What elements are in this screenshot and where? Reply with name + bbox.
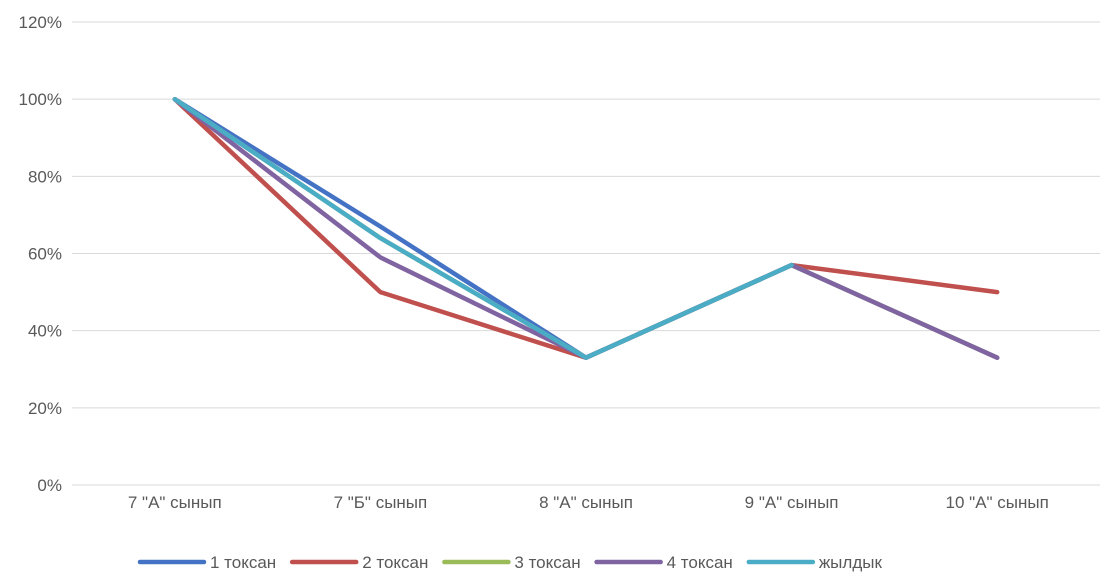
x-tick-label: 7 "Б" сынып [334,493,428,512]
x-axis-tick-labels: 7 "А" сынып 7 "Б" сынып 8 "А" сынып 9 "А" с… [128,493,1049,512]
series-line-2 [172,96,1000,360]
y-tick-label: 120% [19,13,62,32]
y-tick-label: 60% [28,245,62,264]
series-line-1 [172,96,1000,360]
legend-item: 2 токсан [289,553,428,572]
gridlines [72,21,1100,486]
y-tick-label: 40% [28,322,62,341]
series-lines [172,96,1000,360]
y-tick-label: 80% [28,167,62,186]
y-tick-label: 0% [37,476,62,495]
x-tick-label: 7 "А" сынып [128,493,222,512]
legend-item: 3 токсан [442,553,581,572]
x-tick-label: 8 "А" сынып [539,493,633,512]
legend-item: 1 токсан [137,553,276,572]
legend: 1 токсан 2 токсан 3 токсан 4 токсан жылдык [137,553,883,572]
legend-label: 2 токсан [362,553,428,572]
legend-item: жылдык [746,553,883,572]
x-tick-label: 10 "А" сынып [946,493,1049,512]
y-tick-label: 100% [19,90,62,109]
legend-label: 1 токсан [210,553,276,572]
series-line-5 [172,96,794,360]
legend-item: 4 токсан [594,553,733,572]
legend-label: 3 токсан [514,553,580,572]
y-axis-tick-labels: 0% 20% 40% 60% 80% 100% 120% [19,13,62,495]
y-tick-label: 20% [28,399,62,418]
series-line-4 [172,96,1000,360]
series-line-3 [172,96,1000,360]
legend-label: 4 токсан [667,553,733,572]
x-tick-label: 9 "А" сынып [745,493,839,512]
legend-label: жылдык [819,553,883,572]
